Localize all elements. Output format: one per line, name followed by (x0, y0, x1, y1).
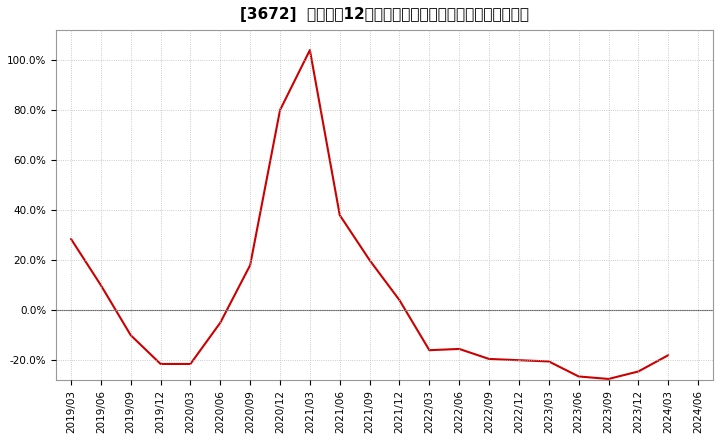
Title: [3672]  売上高の12か月移動合計の対前年同期増減率の推移: [3672] 売上高の12か月移動合計の対前年同期増減率の推移 (240, 7, 529, 22)
